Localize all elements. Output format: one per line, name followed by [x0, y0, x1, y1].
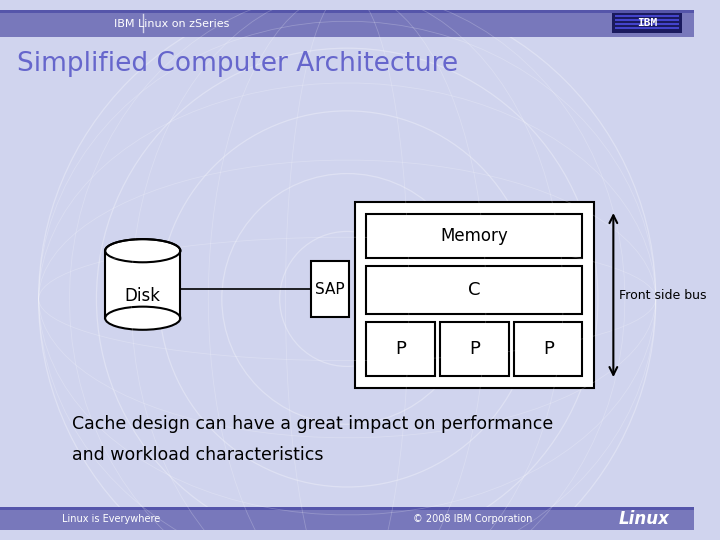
Bar: [0, 10, 694, 37]
Text: © 2008 IBM Corporation: © 2008 IBM Corporation: [413, 514, 532, 524]
Bar: [366, 266, 582, 314]
Bar: [366, 214, 582, 259]
Bar: [514, 322, 582, 376]
Bar: [310, 261, 349, 318]
Bar: [616, 19, 679, 21]
Text: Disk: Disk: [125, 287, 161, 305]
Text: P: P: [395, 340, 406, 358]
Bar: [355, 202, 594, 388]
Text: Linux is Everywhere: Linux is Everywhere: [62, 514, 160, 524]
Text: P: P: [543, 340, 554, 358]
Text: IBM Linux on zSeries: IBM Linux on zSeries: [114, 19, 230, 29]
Ellipse shape: [105, 239, 180, 262]
Text: P: P: [469, 340, 480, 358]
Text: Linux: Linux: [618, 510, 670, 528]
Bar: [366, 322, 435, 376]
Ellipse shape: [105, 307, 180, 330]
Bar: [616, 16, 679, 17]
Bar: [105, 251, 180, 321]
Text: Simplified Computer Architecture: Simplified Computer Architecture: [17, 51, 459, 77]
Bar: [616, 27, 679, 29]
Text: IBM: IBM: [637, 18, 657, 28]
Bar: [0, 507, 694, 510]
Bar: [441, 322, 508, 376]
Text: Cache design can have a great impact on performance: Cache design can have a great impact on …: [72, 415, 554, 433]
Bar: [0, 10, 694, 14]
Text: SAP: SAP: [315, 282, 345, 297]
Text: Memory: Memory: [441, 227, 508, 245]
Bar: [616, 23, 679, 25]
Bar: [0, 507, 694, 530]
Text: and workload characteristics: and workload characteristics: [72, 446, 324, 464]
Text: Front side bus: Front side bus: [619, 288, 706, 301]
Text: C: C: [468, 281, 481, 299]
Bar: [613, 14, 682, 33]
